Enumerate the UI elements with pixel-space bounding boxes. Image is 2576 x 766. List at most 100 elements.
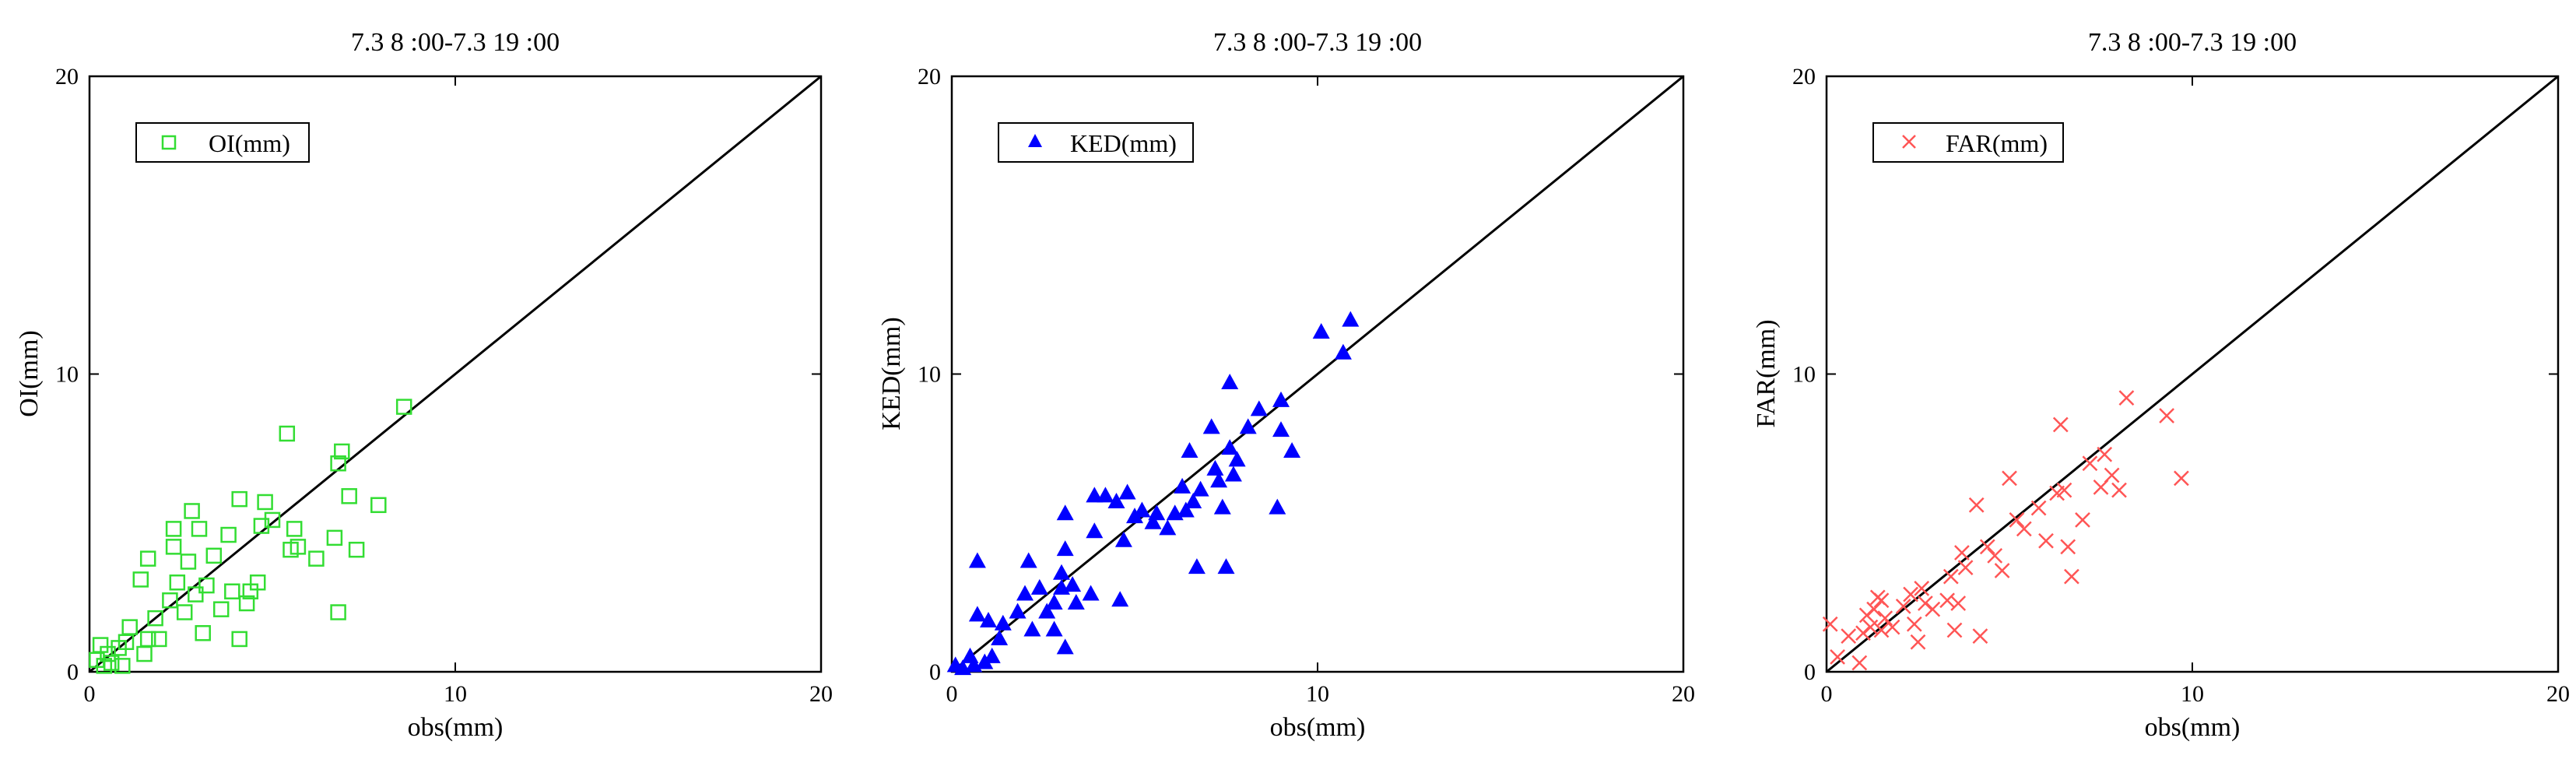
legend-label: OI(mm) bbox=[209, 129, 290, 157]
data-point bbox=[1884, 619, 1900, 635]
data-point bbox=[330, 604, 346, 620]
data-point bbox=[139, 550, 156, 567]
data-point bbox=[1016, 585, 1034, 601]
data-point bbox=[121, 619, 138, 635]
y-tick-label: 20 bbox=[55, 64, 79, 90]
one-to-one-line bbox=[89, 75, 822, 673]
data-point bbox=[1056, 504, 1074, 521]
data-point bbox=[1972, 628, 1988, 644]
chart-title: 7.3 8 :00-7.3 19 :00 bbox=[351, 28, 560, 57]
data-point bbox=[1023, 620, 1041, 637]
data-point bbox=[1188, 558, 1206, 574]
data-point bbox=[1210, 472, 1228, 488]
data-point bbox=[370, 497, 387, 514]
data-point bbox=[1239, 418, 1257, 434]
data-point bbox=[1038, 603, 1056, 619]
one-to-one-line bbox=[951, 75, 1684, 673]
chart-title: 7.3 8 :00-7.3 19 :00 bbox=[2088, 28, 2297, 57]
data-point bbox=[176, 604, 193, 620]
data-point bbox=[1903, 586, 1918, 603]
data-point bbox=[1957, 560, 1974, 576]
data-point bbox=[2104, 467, 2120, 483]
data-point bbox=[1866, 601, 1882, 617]
y-axis-label: KED(mm) bbox=[877, 317, 906, 430]
data-point bbox=[253, 518, 270, 534]
data-point bbox=[290, 539, 307, 555]
y-tick-label: 0 bbox=[1804, 659, 1816, 685]
y-tick-label: 0 bbox=[67, 659, 79, 685]
x-tick-label: 10 bbox=[444, 681, 467, 707]
data-point bbox=[980, 611, 997, 627]
y-axis-label: OI(mm) bbox=[15, 330, 44, 416]
data-point bbox=[1148, 504, 1166, 521]
data-point bbox=[1213, 498, 1231, 515]
data-point bbox=[968, 552, 986, 568]
data-point bbox=[220, 526, 237, 543]
ked-scatter-panel: 7.3 8 :00-7.3 19 :00 obs(mm) KED(mm) 0 10… bbox=[877, 28, 1695, 742]
data-point bbox=[991, 629, 1009, 645]
data-point bbox=[1851, 655, 1868, 671]
data-point bbox=[1056, 540, 1074, 557]
data-point bbox=[1914, 581, 1930, 596]
data-point bbox=[2111, 482, 2127, 498]
data-point bbox=[1045, 594, 1063, 610]
legend: KED(mm) bbox=[998, 122, 1194, 163]
data-point bbox=[191, 521, 208, 537]
data-point bbox=[1822, 616, 1838, 632]
data-point bbox=[2082, 455, 2098, 472]
data-point bbox=[264, 511, 281, 529]
data-point bbox=[231, 631, 247, 648]
data-point bbox=[286, 521, 303, 537]
data-point bbox=[2064, 568, 2079, 585]
x-axis-label: obs(mm) bbox=[408, 713, 504, 742]
x-tick-label: 0 bbox=[946, 681, 958, 707]
x-axis-label: obs(mm) bbox=[2145, 713, 2241, 742]
data-point bbox=[1334, 343, 1352, 360]
data-point bbox=[1228, 451, 1246, 467]
data-point bbox=[2052, 416, 2069, 433]
data-point bbox=[1994, 563, 2010, 578]
data-point bbox=[2060, 539, 2076, 555]
data-point bbox=[147, 610, 163, 627]
data-point bbox=[1111, 591, 1129, 607]
data-point bbox=[165, 539, 182, 555]
x-tick-label: 0 bbox=[84, 681, 96, 707]
data-point bbox=[1221, 439, 1239, 455]
data-point bbox=[1184, 492, 1202, 508]
x-tick-label: 10 bbox=[2181, 681, 2204, 707]
data-point bbox=[132, 571, 149, 588]
legend-marker bbox=[1902, 135, 1916, 149]
data-point bbox=[2056, 482, 2072, 498]
data-point bbox=[100, 645, 116, 662]
data-point bbox=[2002, 470, 2017, 487]
data-point bbox=[184, 503, 200, 519]
x-tick-label: 0 bbox=[1821, 681, 1833, 707]
data-point bbox=[1097, 487, 1114, 503]
data-point bbox=[1118, 483, 1136, 500]
data-point bbox=[151, 631, 167, 648]
data-point bbox=[257, 494, 273, 511]
y-tick-label: 10 bbox=[918, 362, 941, 388]
data-point bbox=[1283, 441, 1301, 458]
chart-title: 7.3 8 :00-7.3 19 :00 bbox=[1213, 28, 1422, 57]
data-point bbox=[334, 443, 350, 460]
data-point bbox=[1217, 558, 1235, 574]
data-point bbox=[1082, 585, 1100, 601]
data-point bbox=[1009, 603, 1027, 619]
data-point bbox=[1174, 477, 1191, 494]
data-point bbox=[162, 592, 178, 609]
data-point bbox=[1906, 616, 1922, 632]
data-point bbox=[231, 490, 247, 508]
data-point bbox=[1342, 311, 1360, 327]
data-point bbox=[1269, 498, 1286, 515]
data-point bbox=[1202, 418, 1220, 434]
data-point bbox=[188, 586, 204, 603]
data-point bbox=[1191, 480, 1209, 497]
legend-marker bbox=[161, 135, 177, 150]
data-point bbox=[1987, 547, 2003, 564]
data-point bbox=[395, 399, 412, 415]
data-point bbox=[330, 455, 346, 472]
data-point bbox=[1030, 578, 1048, 595]
data-point bbox=[2038, 532, 2054, 549]
